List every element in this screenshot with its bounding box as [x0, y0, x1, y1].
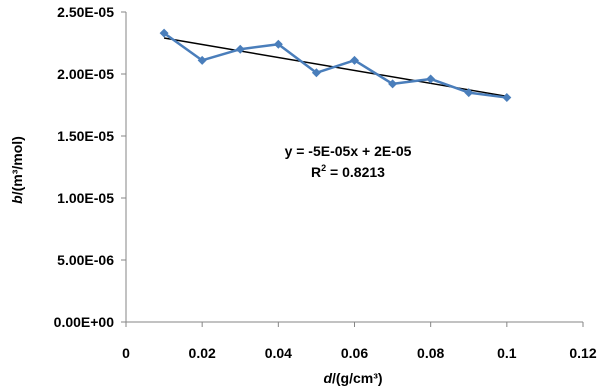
x-tick-label: 0.08 — [417, 345, 444, 361]
x-tick-label: 0.12 — [569, 345, 596, 361]
r-squared-exponent: 2 — [321, 163, 326, 173]
data-point — [235, 44, 245, 54]
data-point — [350, 55, 359, 65]
ticks: 0 0.02 0.04 0.06 0.08 0.1 0.12 0.00E+00 5.00E-06… — [54, 4, 597, 361]
x-tick-label: 0 — [122, 345, 130, 361]
data-point — [273, 39, 283, 49]
y-tick-label: 5.00E-06 — [57, 252, 114, 268]
x-axis-title-unit: /(g/cm³) — [332, 370, 383, 386]
series-layer — [159, 28, 512, 103]
y-tick-label: 2.00E-05 — [57, 66, 114, 82]
r-squared-label: R2 = 0.8213 — [311, 163, 385, 180]
y-axis-title: b/(m³/mol) — [9, 136, 25, 204]
y-axis-title-unit: /(m³/mol) — [9, 136, 25, 195]
x-axis-title: d/(g/cm³) — [323, 370, 382, 386]
data-point — [502, 93, 512, 103]
x-tick-label: 0.06 — [341, 345, 368, 361]
data-point — [159, 28, 169, 38]
data-point — [464, 88, 474, 98]
y-tick-label: 2.50E-05 — [57, 4, 114, 20]
data-point — [426, 74, 436, 84]
series-line — [163, 32, 507, 99]
y-axis-title-symbol: b — [9, 195, 25, 204]
y-tick-label: 0.00E+00 — [54, 314, 115, 330]
data-point — [388, 79, 398, 89]
x-axis-title-symbol: d — [323, 370, 332, 386]
r-squared-value: = 0.8213 — [326, 164, 385, 180]
data-point — [197, 55, 207, 65]
x-tick-label: 0.1 — [497, 345, 517, 361]
y-tick-label: 1.50E-05 — [57, 128, 114, 144]
r-squared-symbol: R — [311, 164, 321, 180]
x-tick-label: 0.04 — [265, 345, 292, 361]
data-point — [311, 68, 321, 78]
trendline-equation: y = -5E-05x + 2E-05 — [285, 143, 412, 159]
x-tick-label: 0.02 — [189, 345, 216, 361]
y-tick-label: 1.00E-05 — [57, 190, 114, 206]
